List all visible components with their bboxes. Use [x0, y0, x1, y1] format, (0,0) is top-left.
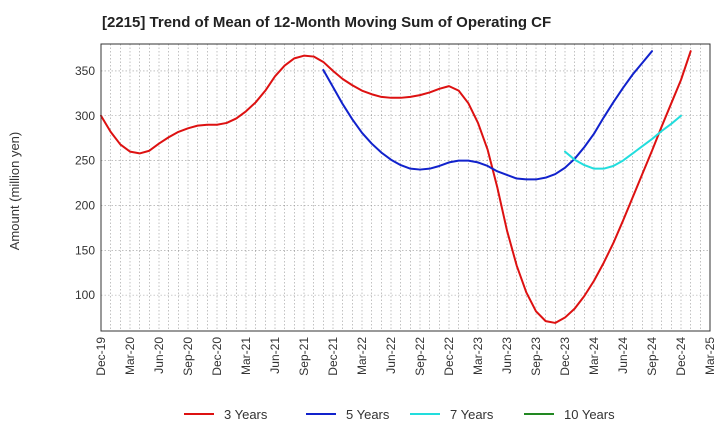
x-tick-label: Mar-25 — [703, 337, 717, 375]
x-tick-label: Sep-22 — [413, 337, 427, 376]
x-tick-label: Dec-22 — [442, 337, 456, 376]
plot-frame — [100, 43, 711, 332]
grid-layer — [101, 44, 710, 331]
x-tick-label: Dec-19 — [94, 337, 108, 376]
series-line-7-years — [564, 114, 682, 170]
y-tick-label: 200 — [75, 198, 95, 212]
y-tick-label: 100 — [75, 288, 95, 302]
x-tick-label: Sep-23 — [529, 337, 543, 376]
legend-label-10-years: 10 Years — [564, 407, 615, 422]
x-tick-label: Jun-23 — [500, 337, 514, 374]
x-tick-label: Mar-20 — [123, 337, 137, 375]
x-tick-label: Dec-23 — [558, 337, 572, 376]
x-tick-label: Mar-22 — [355, 337, 369, 375]
legend-label-5-years: 5 Years — [346, 407, 390, 422]
series-line-5-years — [322, 50, 653, 181]
x-tick-labels: Dec-19 Mar-20 Jun-20 Sep-20 Dec-20 Mar-21 Jun-… — [94, 337, 717, 376]
y-axis-title: Amount (million yen) — [7, 132, 22, 251]
legend-label-3-years: 3 Years — [224, 407, 268, 422]
x-tick-label: Mar-24 — [587, 337, 601, 375]
x-tick-label: Jun-22 — [384, 337, 398, 374]
x-tick-label: Sep-24 — [645, 337, 659, 376]
x-tick-label: Mar-21 — [239, 337, 253, 375]
x-tick-label: Jun-20 — [152, 337, 166, 374]
y-tick-label: 250 — [75, 154, 95, 168]
x-tick-label: Dec-21 — [326, 337, 340, 376]
legend: 3 Years 5 Years 7 Years 10 Years — [184, 407, 615, 422]
series-layer — [100, 50, 692, 324]
x-tick-label: Sep-21 — [297, 337, 311, 376]
y-tick-label: 350 — [75, 64, 95, 78]
y-tick-label: 300 — [75, 109, 95, 123]
plot-background — [101, 44, 710, 331]
x-tick-label: Sep-20 — [181, 337, 195, 376]
y-tick-labels: 100 150 200 250 300 350 — [75, 64, 95, 302]
x-tick-label: Dec-24 — [674, 337, 688, 376]
chart-title: [2215] Trend of Mean of 12-Month Moving … — [102, 14, 552, 31]
series-line-3-years — [100, 50, 692, 324]
x-tick-label: Dec-20 — [210, 337, 224, 376]
y-tick-label: 150 — [75, 243, 95, 257]
x-tick-label: Jun-21 — [268, 337, 282, 374]
x-tick-label: Jun-24 — [616, 337, 630, 374]
x-tick-label: Mar-23 — [471, 337, 485, 375]
legend-label-7-years: 7 Years — [450, 407, 494, 422]
